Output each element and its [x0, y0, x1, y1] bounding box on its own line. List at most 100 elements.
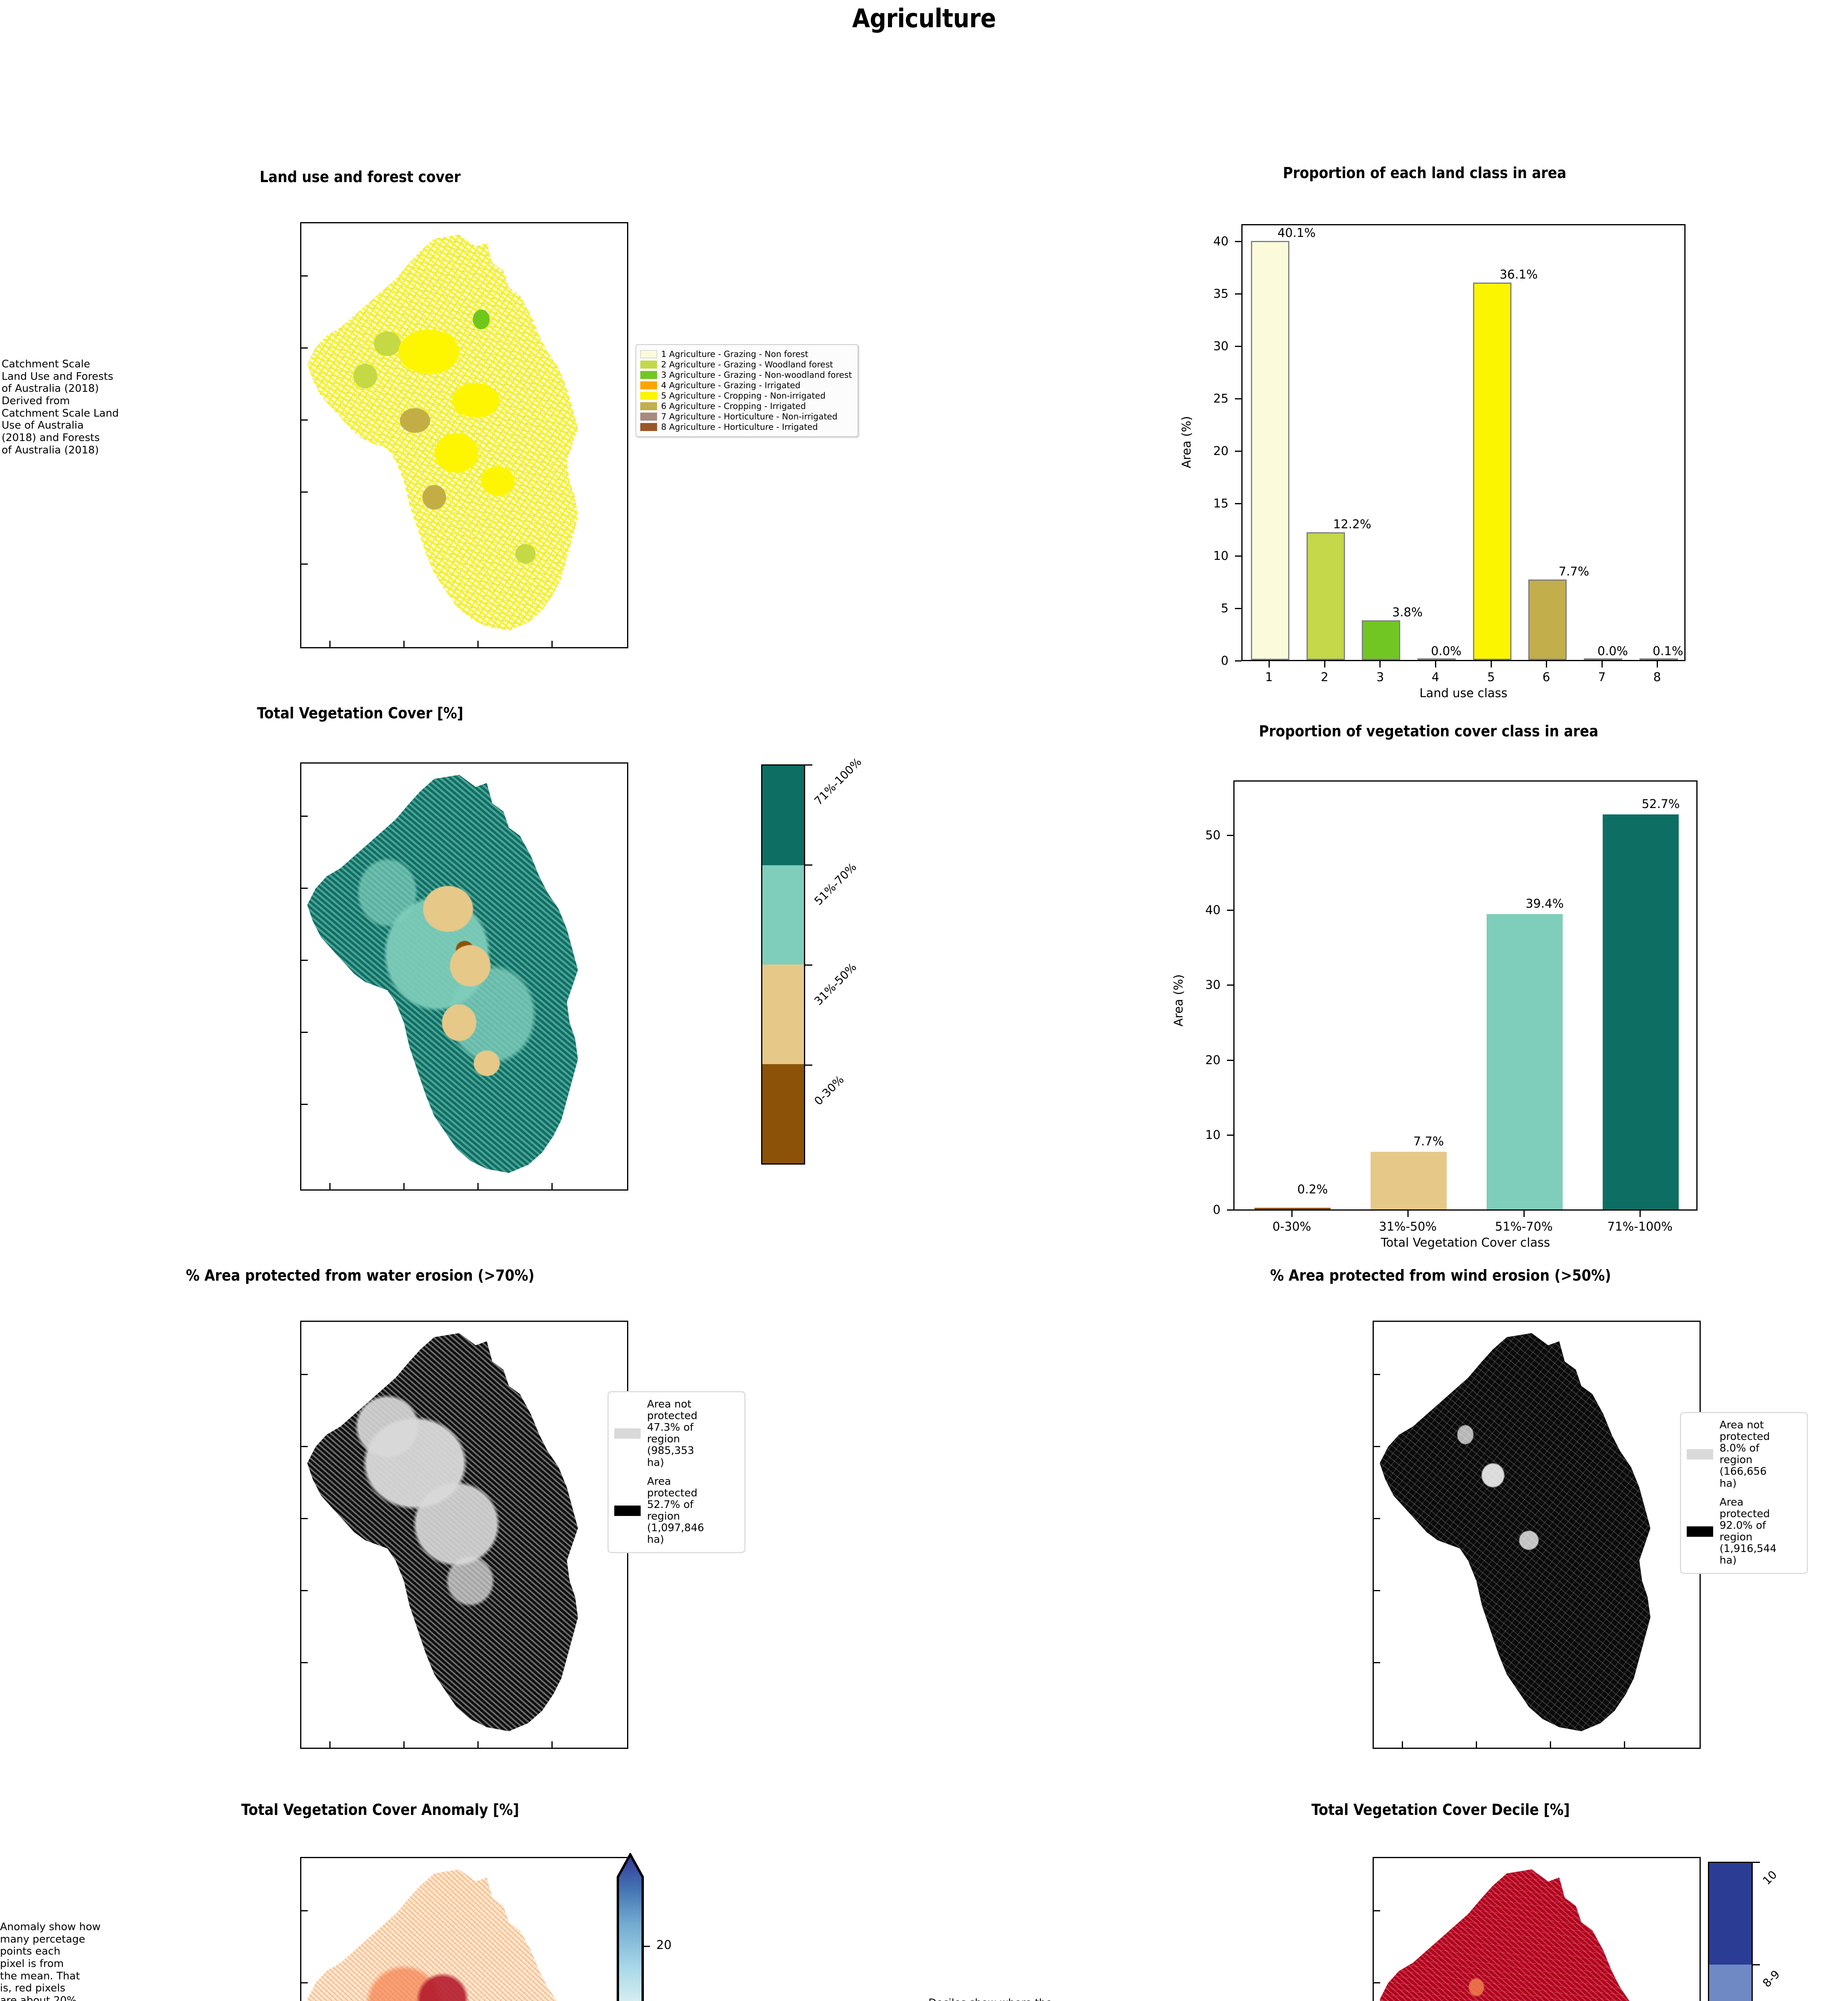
legend-item: 7 Agriculture - Horticulture - Non-irrig…: [640, 411, 852, 422]
bar-value-51-70: 39.4%: [1525, 897, 1564, 911]
legend-label: Area not protected 47.3% of region (985,…: [647, 1398, 698, 1469]
land-class-chart: Proportion of each land class in area Ar…: [1161, 164, 1689, 700]
y-tick: 40: [1213, 235, 1229, 249]
wind-erosion-map: [1373, 1321, 1701, 1749]
cbar-label: 71%-100%: [812, 755, 864, 808]
bar-value-1: 40.1%: [1277, 226, 1316, 240]
bar-31-50: [1371, 1152, 1447, 1209]
bar-value-0-30: 0.2%: [1297, 1183, 1328, 1197]
legend-item: Area protected 92.0% of region (1,916,54…: [1687, 1496, 1801, 1567]
legend-swatch: [614, 1428, 641, 1439]
legend-swatch: [640, 423, 657, 431]
veg-cover-x-axis-label: Total Vegetation Cover class: [1381, 1236, 1550, 1250]
veg-cover-plot-area: [1233, 780, 1698, 1211]
legend-swatch: [640, 402, 657, 410]
veg-cover-colorbar: [761, 764, 805, 1165]
x-tick: 6: [1542, 670, 1550, 684]
anomaly-tick-label: 20: [656, 1938, 672, 1952]
y-tick: 20: [1205, 1053, 1221, 1067]
cbar-segment: [1709, 1965, 1752, 2001]
y-tick: 5: [1221, 602, 1229, 616]
x-tick: 8: [1653, 670, 1661, 684]
land-class-y-axis-label: Area (%): [1180, 416, 1194, 469]
x-tick: 5: [1487, 670, 1495, 684]
x-tick: 0-30%: [1272, 1220, 1311, 1234]
wind-erosion-region: [1379, 1333, 1651, 1731]
water-erosion-map-title: % Area protected from water erosion (>70…: [186, 1267, 535, 1284]
land-use-legend: 1 Agriculture - Grazing - Non forest 2 A…: [635, 344, 858, 437]
legend-label: Area not protected 8.0% of region (166,6…: [1720, 1419, 1770, 1490]
anomaly-colorbar-ticks: [643, 1853, 655, 2001]
bar-5: [1473, 283, 1511, 660]
y-tick: 40: [1205, 903, 1221, 917]
legend-swatch: [1687, 1449, 1713, 1460]
bar-6: [1528, 579, 1567, 660]
y-tick: 25: [1213, 392, 1229, 406]
y-tick: 20: [1213, 444, 1229, 458]
legend-item: 3 Agriculture - Grazing - Non-woodland f…: [640, 370, 852, 380]
cbar-segment: [762, 865, 804, 964]
legend-label: 6 Agriculture - Cropping - Irrigated: [661, 401, 806, 411]
bar-0-30: [1255, 1208, 1331, 1209]
legend-swatch: [640, 381, 657, 389]
decile-colorbar: [1708, 1862, 1753, 2001]
water-erosion-map: [300, 1321, 628, 1749]
anomaly-region: [307, 1869, 578, 2001]
bar-1: [1251, 241, 1289, 660]
land-class-chart-title: Proportion of each land class in area: [1283, 164, 1567, 182]
page-title: Agriculture: [852, 4, 996, 34]
bar-value-7: 0.0%: [1597, 644, 1628, 658]
y-tick: 30: [1205, 978, 1221, 992]
legend-label: 4 Agriculture - Grazing - Irrigated: [661, 380, 801, 390]
land-use-source-note: Catchment Scale Land Use and Forests of …: [2, 358, 119, 456]
y-tick: 50: [1205, 828, 1221, 842]
bar-value-8: 0.1%: [1652, 644, 1684, 658]
legend-item: 6 Agriculture - Cropping - Irrigated: [640, 401, 852, 411]
anomaly-map: [300, 1857, 628, 2001]
legend-swatch: [640, 361, 657, 369]
x-tick: 2: [1321, 670, 1329, 684]
water-erosion-region: [307, 1333, 578, 1731]
legend-swatch: [640, 413, 657, 421]
bar-value-3: 3.8%: [1392, 606, 1423, 620]
veg-cover-chart: Proportion of vegetation cover class in …: [1152, 722, 1705, 1255]
bar-value-6: 7.7%: [1558, 565, 1589, 579]
x-tick: 7: [1598, 670, 1606, 684]
x-tick: 1: [1265, 670, 1273, 684]
bar-2: [1307, 532, 1345, 660]
legend-label: 7 Agriculture - Horticulture - Non-irrig…: [661, 411, 838, 421]
y-tick: 10: [1205, 1128, 1221, 1142]
legend-swatch: [640, 392, 657, 400]
x-tick: 3: [1376, 670, 1384, 684]
cbar-segment: [1709, 1863, 1752, 1965]
veg-cover-chart-title: Proportion of vegetation cover class in …: [1259, 722, 1599, 740]
y-tick: 10: [1213, 549, 1229, 563]
legend-label: 1 Agriculture - Grazing - Non forest: [661, 349, 808, 359]
bar-value-31-50: 7.7%: [1413, 1135, 1444, 1149]
decile-map-title: Total Vegetation Cover Decile [%]: [1311, 1801, 1570, 1819]
bar-8: [1640, 658, 1678, 660]
bar-value-4: 0.0%: [1431, 644, 1462, 658]
legend-swatch: [614, 1505, 641, 1516]
veg-cover-region: [307, 775, 578, 1173]
bar-value-71-100: 52.7%: [1642, 797, 1680, 811]
legend-label: 3 Agriculture - Grazing - Non-woodland f…: [661, 370, 852, 380]
legend-label: 2 Agriculture - Grazing - Woodland fores…: [661, 359, 833, 369]
wind-erosion-legend: Area not protected 8.0% of region (166,6…: [1680, 1412, 1808, 1574]
water-erosion-legend: Area not protected 47.3% of region (985,…: [607, 1391, 746, 1554]
decile-region: [1379, 1869, 1651, 2001]
legend-item: 2 Agriculture - Grazing - Woodland fores…: [640, 359, 852, 370]
bar-value-2: 12.2%: [1333, 517, 1371, 531]
veg-cover-y-axis-label: Area (%): [1172, 974, 1186, 1027]
y-tick: 35: [1213, 287, 1229, 301]
legend-swatch: [640, 371, 657, 379]
bar-51-70: [1487, 914, 1563, 1209]
y-tick: 0: [1221, 654, 1229, 668]
x-tick: 4: [1431, 670, 1439, 684]
cbar-segment: [762, 1064, 804, 1163]
land-use-map-title: Land use and forest cover: [259, 168, 461, 186]
cbar-label: 51%-70%: [812, 860, 859, 908]
veg-cover-map-title: Total Vegetation Cover [%]: [257, 704, 463, 722]
y-tick: 0: [1213, 1203, 1221, 1217]
x-tick: 51%-70%: [1495, 1220, 1553, 1234]
